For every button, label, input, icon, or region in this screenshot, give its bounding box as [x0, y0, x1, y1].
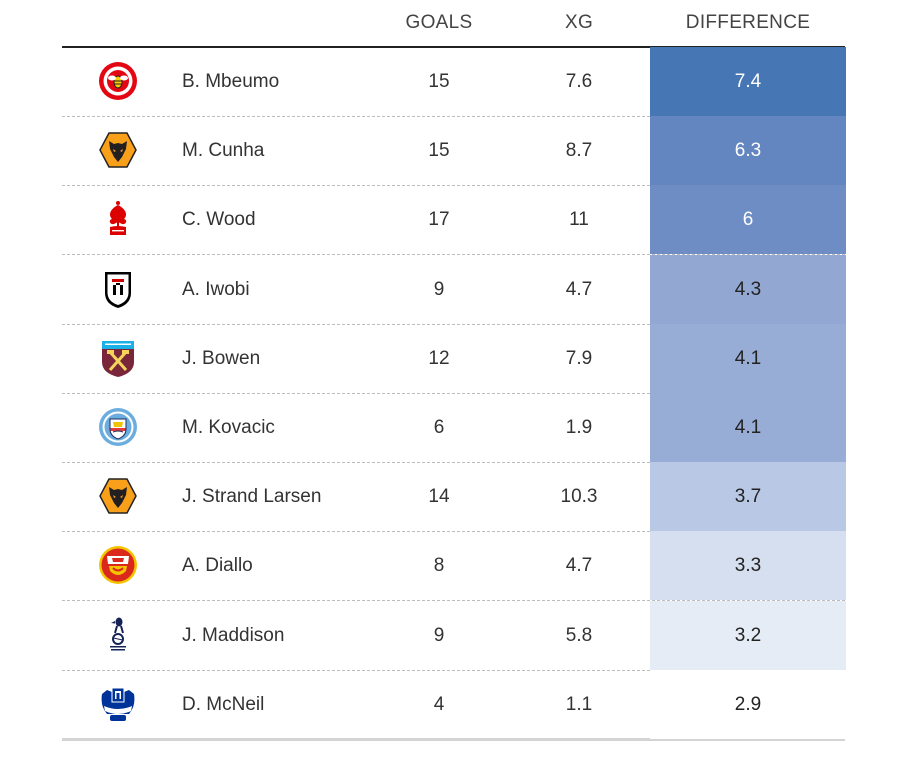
table-row: J. Bowen 12 7.9 4.1: [62, 323, 846, 394]
xg-value: 8.7: [565, 140, 593, 162]
table-row: J. Strand Larsen 14 10.3 3.7: [62, 462, 846, 533]
manchester-united-crest-icon: [98, 545, 138, 585]
table-row: A. Iwobi 9 4.7 4.3: [62, 254, 846, 325]
player-name: A. Diallo: [182, 555, 253, 577]
goals-value: 12: [428, 347, 450, 369]
goals-value: 17: [428, 209, 450, 231]
goals-value: 6: [433, 417, 445, 438]
player-name: D. McNeil: [182, 693, 265, 715]
xg-value: 1.1: [565, 693, 593, 715]
xg-value: 11: [569, 209, 589, 231]
table-row: D. McNeil 4 1.1 2.9: [62, 669, 846, 741]
goals-value: 9: [433, 278, 445, 300]
difference-value: 4.1: [650, 323, 846, 393]
table-row: C. Wood 17 11 6: [62, 185, 846, 256]
xg-value: 4.7: [565, 278, 593, 300]
goals-value: 15: [428, 71, 450, 92]
west-ham-crest-icon: [98, 338, 138, 378]
player-name: M. Kovacic: [182, 417, 275, 438]
difference-value: 4.1: [650, 393, 846, 462]
table-row: J. Maddison 9 5.8 3.2: [62, 600, 846, 671]
column-header-difference: DIFFERENCE: [685, 12, 811, 33]
player-name: B. Mbeumo: [182, 71, 280, 92]
table-header: GOALS XG DIFFERENCE: [62, 0, 845, 48]
difference-value: 3.2: [650, 600, 846, 670]
difference-value: 3.7: [650, 462, 846, 532]
wolves-crest-icon: [98, 476, 138, 516]
difference-value: 2.9: [650, 669, 846, 739]
xg-value: 4.7: [565, 555, 593, 577]
difference-value: 4.3: [650, 254, 846, 324]
goals-value: 4: [433, 693, 445, 715]
column-header-xg: XG: [564, 12, 594, 33]
player-name: M. Cunha: [182, 140, 265, 162]
goals-value: 14: [428, 486, 450, 508]
everton-crest-icon: [98, 684, 138, 724]
xg-value: 5.8: [565, 624, 593, 646]
wolves-crest-icon: [98, 130, 138, 170]
player-name: C. Wood: [182, 209, 256, 231]
nottingham-forest-crest-icon: [98, 199, 138, 239]
fulham-crest-icon: [98, 269, 138, 309]
table-row: M. Cunha 15 8.7 6.3: [62, 116, 846, 187]
xg-value: 10.3: [560, 486, 598, 508]
goals-value: 15: [428, 140, 450, 162]
table-row: B. Mbeumo 15 7.6 7.4: [62, 47, 846, 117]
brentford-crest-icon: [98, 61, 138, 101]
xg-value: 7.9: [565, 347, 593, 369]
manchester-city-crest-icon: [98, 407, 138, 447]
difference-value: 7.4: [650, 47, 846, 116]
tottenham-crest-icon: [98, 615, 138, 655]
table-row: M. Kovacic 6 1.9 4.1: [62, 393, 846, 463]
player-name: A. Iwobi: [182, 278, 250, 300]
player-name: J. Maddison: [182, 624, 285, 646]
goals-value: 8: [433, 555, 445, 577]
goals-value: 9: [433, 624, 445, 646]
player-name: J. Strand Larsen: [182, 486, 322, 508]
column-header-goals: GOALS: [405, 12, 473, 33]
difference-value: 6: [650, 185, 846, 255]
difference-value: 3.3: [650, 531, 846, 601]
player-name: J. Bowen: [182, 347, 261, 369]
difference-value: 6.3: [650, 116, 846, 186]
xg-value: 7.6: [565, 71, 593, 92]
xg-value: 1.9: [565, 417, 593, 438]
table-row: A. Diallo 8 4.7 3.3: [62, 531, 846, 602]
